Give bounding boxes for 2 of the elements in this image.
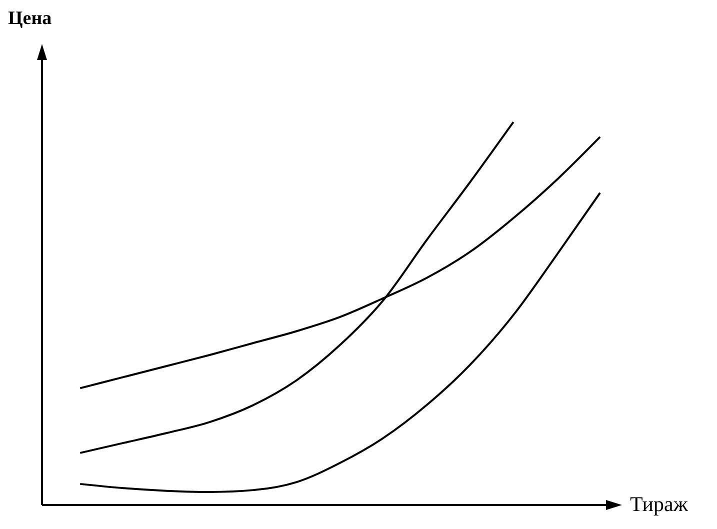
x-axis-title: Тираж — [630, 492, 688, 517]
y-axis-title: Цена — [8, 8, 52, 30]
